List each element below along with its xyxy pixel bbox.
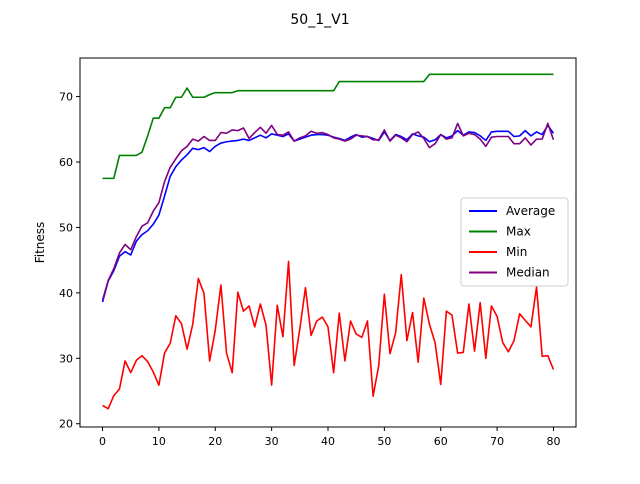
x-tick-label: 20 <box>208 435 222 448</box>
y-tick-label: 20 <box>59 418 73 431</box>
y-tick-label: 50 <box>59 221 73 234</box>
series-line-max <box>102 73 554 180</box>
x-tick-label: 50 <box>377 435 391 448</box>
x-tick-label: 60 <box>434 435 448 448</box>
y-axis-label: Fitness <box>33 222 47 264</box>
series-line-median <box>101 122 555 301</box>
x-tick-label: 30 <box>265 435 279 448</box>
y-tick-label: 60 <box>59 156 73 169</box>
x-tick-label: 0 <box>99 435 106 448</box>
legend-label-max: Max <box>506 225 531 239</box>
x-tick-label: 70 <box>490 435 504 448</box>
y-tick-label: 40 <box>59 287 73 300</box>
legend-box <box>460 197 569 287</box>
legend-label-median: Median <box>506 266 550 280</box>
y-tick-label: 30 <box>59 352 73 365</box>
x-tick-label: 40 <box>321 435 335 448</box>
series-line-min <box>102 260 555 410</box>
axes: 0 10 20 30 40 50 60 70 80 20 30 40 50 60 70 Fitness <box>33 57 577 448</box>
legend: Average Max Min Median <box>460 197 569 287</box>
legend-label-average: Average <box>506 204 555 218</box>
x-tick-label: 80 <box>546 435 560 448</box>
x-tick-label: 10 <box>152 435 166 448</box>
y-tick-label: 70 <box>59 91 73 104</box>
series-lines <box>101 73 555 410</box>
legend-label-min: Min <box>506 245 527 259</box>
chart-title: 50_1_V1 <box>290 12 349 28</box>
